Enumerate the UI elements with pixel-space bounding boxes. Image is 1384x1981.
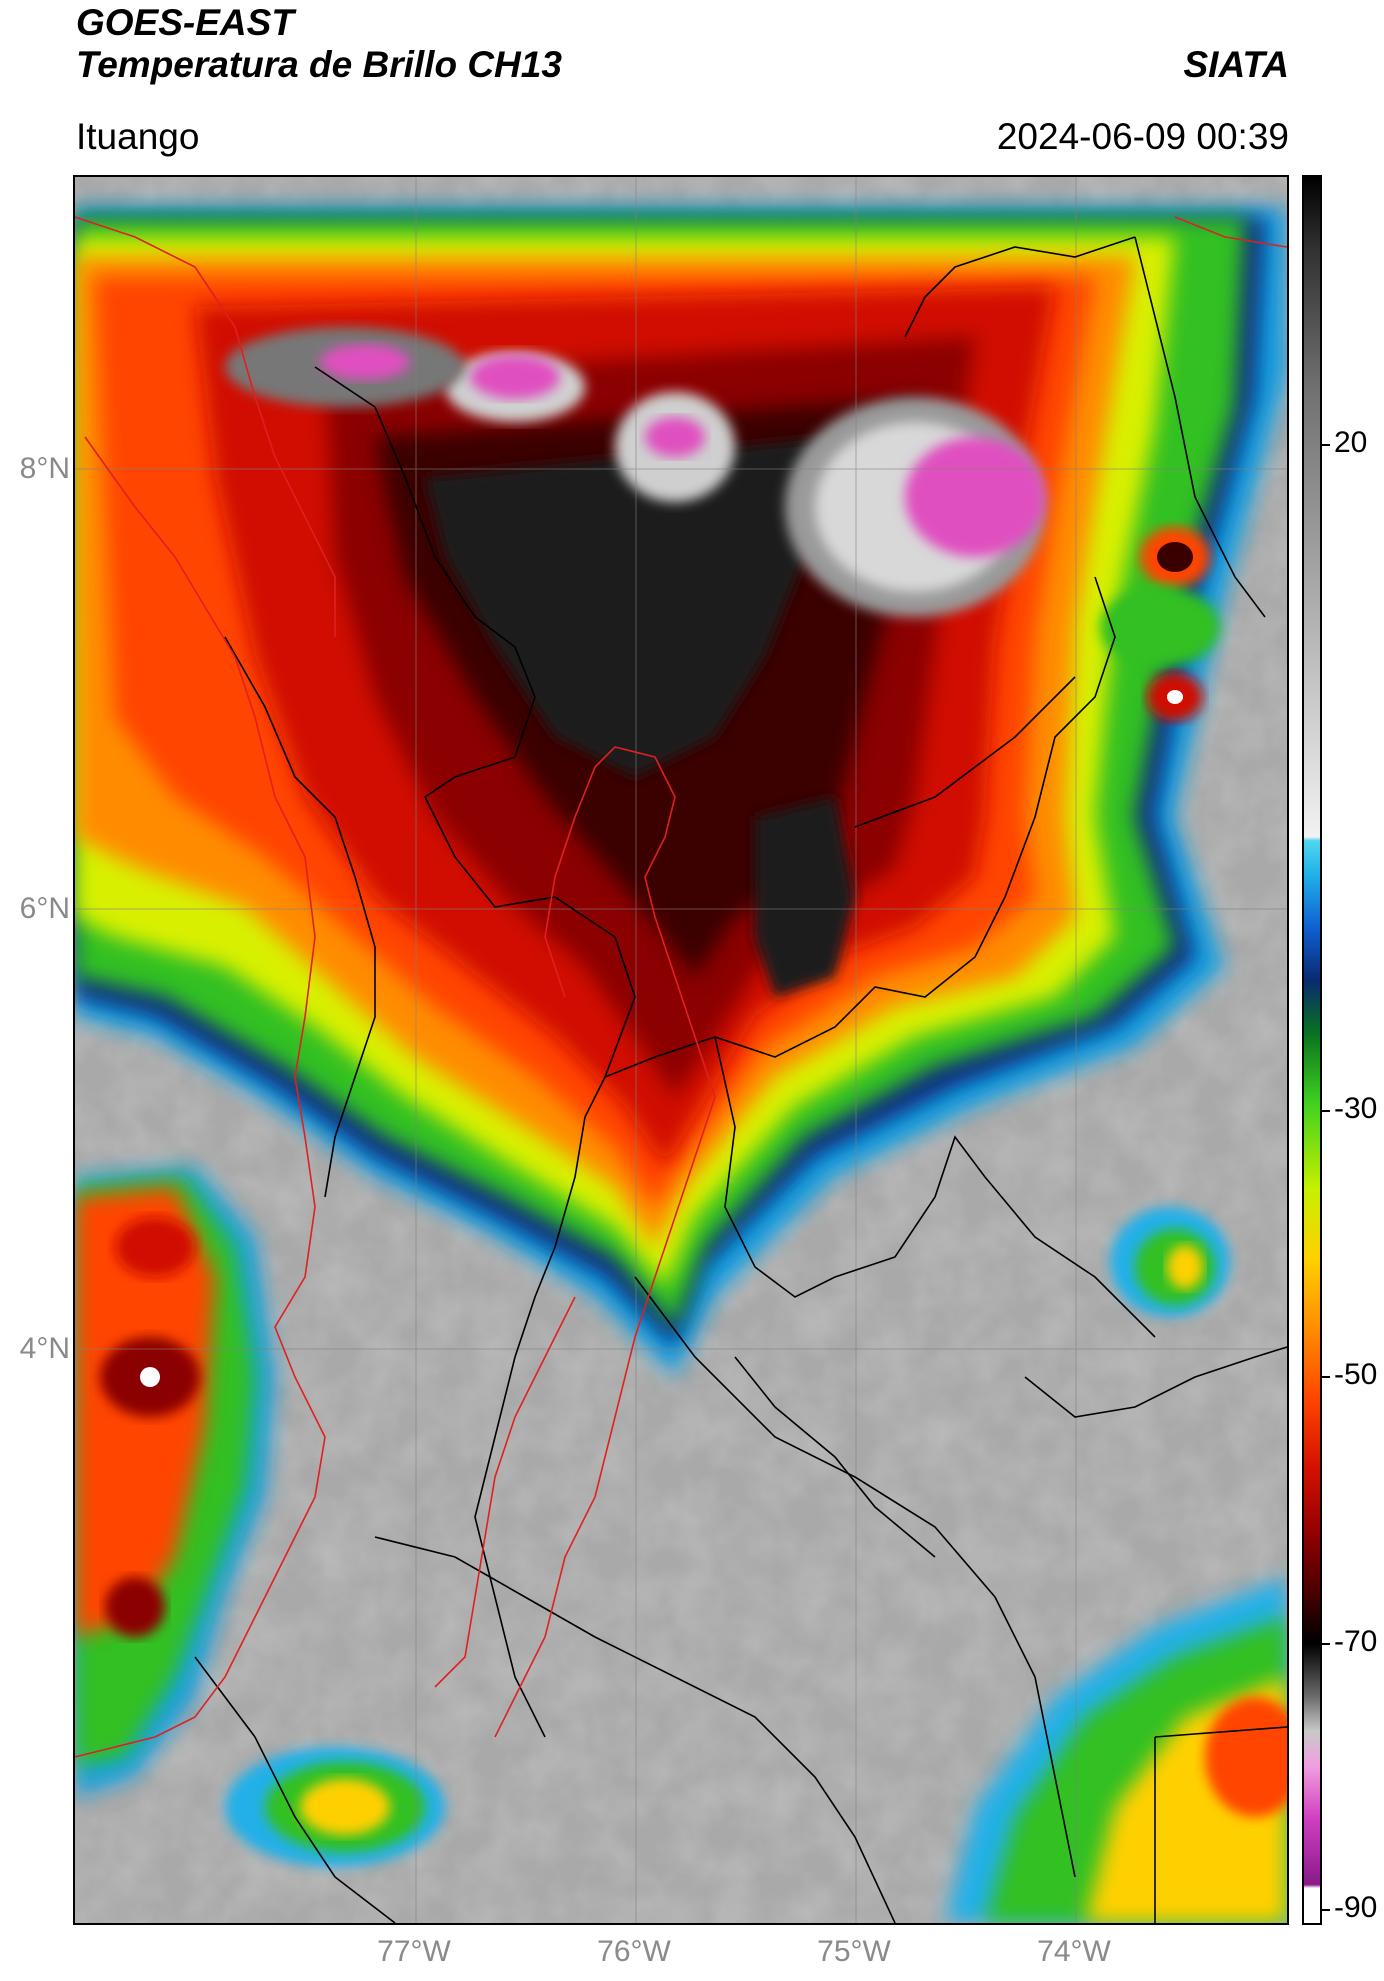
map-canvas xyxy=(75,177,1287,1923)
colorbar-tick xyxy=(1322,1643,1330,1645)
west-storms xyxy=(75,1167,445,1867)
datetime-label: 2024-06-09 00:39 xyxy=(996,116,1289,157)
colorbar-gradient xyxy=(1304,177,1320,1923)
colorbar-label-minus30: -30 xyxy=(1334,1092,1378,1125)
cold-cloud-tops xyxy=(225,327,1220,721)
country-borders xyxy=(75,216,1287,1758)
colorbar-label-minus50: -50 xyxy=(1334,1358,1378,1391)
lat-label-8n: 8°N xyxy=(19,452,70,485)
lon-label-76w: 76°W xyxy=(597,1935,671,1968)
colorbar-tick xyxy=(1322,1909,1330,1911)
colorbar xyxy=(1302,175,1322,1925)
lat-label-4n: 4°N xyxy=(19,1332,70,1365)
lat-label-6n: 6°N xyxy=(19,892,70,925)
admin-borders xyxy=(194,236,1287,1923)
product-title: Temperatura de Brillo CH13 xyxy=(76,44,562,85)
southeast-storm xyxy=(945,1207,1287,1923)
colorbar-label-minus90: -90 xyxy=(1334,1891,1378,1924)
colorbar-tick xyxy=(1322,1376,1330,1378)
lon-label-75w: 75°W xyxy=(817,1935,891,1968)
colorbar-label-minus70: -70 xyxy=(1334,1625,1378,1658)
satellite-map[interactable] xyxy=(73,175,1289,1925)
graticule xyxy=(75,177,1287,1923)
location-label: Ituango xyxy=(76,116,200,157)
lon-label-74w: 74°W xyxy=(1037,1935,1111,1968)
satellite-title: GOES-EAST xyxy=(76,2,294,43)
colorbar-label-20: 20 xyxy=(1334,426,1368,459)
organization-label: SIATA xyxy=(1183,44,1289,85)
colorbar-tick xyxy=(1322,1110,1330,1112)
colorbar-tick xyxy=(1322,444,1330,446)
lon-label-77w: 77°W xyxy=(377,1935,451,1968)
